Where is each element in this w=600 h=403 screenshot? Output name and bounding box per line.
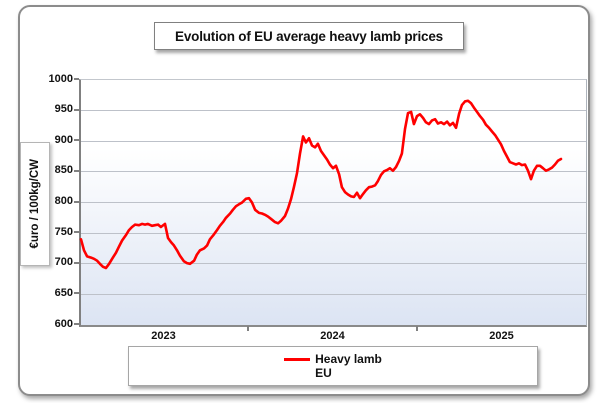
y-tick-label-600: 600 [54, 317, 73, 330]
y-tick-label-800: 800 [54, 195, 73, 207]
legend-region-label: EU [315, 366, 332, 380]
legend: Heavy lamb EU [128, 346, 538, 386]
gridline-900 [81, 140, 586, 142]
y-axis-title-box: €uro / 100kg/CW [20, 142, 50, 266]
y-tick-mark-900 [74, 139, 79, 142]
x-axis-label-2024: 2024 [320, 330, 345, 342]
y-tick-label-1000: 1000 [48, 72, 73, 85]
y-tick-mark-850 [74, 169, 79, 172]
y-tick-mark-750 [74, 231, 79, 234]
y-tick-mark-1000 [74, 78, 79, 80]
gridline-850 [81, 171, 586, 173]
gridline-650 [81, 293, 586, 295]
chart-title: Evolution of EU average heavy lamb price… [154, 22, 464, 50]
y-tick-label-950: 950 [54, 103, 73, 116]
x-tick-mark-1 [247, 326, 249, 331]
x-tick-mark-2 [416, 326, 418, 331]
plot-area [79, 79, 587, 327]
x-axis-label-2025: 2025 [489, 330, 514, 342]
y-tick-label-750: 750 [54, 225, 73, 238]
y-tick-label-700: 700 [54, 256, 73, 269]
legend-series-label: Heavy lamb [315, 352, 382, 366]
y-tick-mark-950 [74, 108, 79, 111]
legend-line-swatch [284, 357, 311, 361]
heavy-lamb-price-line [79, 99, 563, 270]
y-tick-mark-600 [74, 323, 79, 325]
gridline-750 [81, 232, 586, 234]
y-tick-label-650: 650 [54, 286, 73, 299]
x-axis-label-2023: 2023 [151, 330, 176, 342]
gridline-950 [81, 110, 586, 112]
y-tick-mark-700 [74, 261, 79, 264]
y-tick-mark-650 [74, 292, 79, 295]
gridline-700 [81, 263, 586, 265]
y-tick-label-900: 900 [54, 133, 73, 146]
gridline-800 [81, 202, 586, 203]
legend-group: Heavy lamb EU [284, 352, 382, 380]
y-tick-mark-800 [74, 200, 79, 203]
y-tick-label-850: 850 [54, 164, 73, 177]
